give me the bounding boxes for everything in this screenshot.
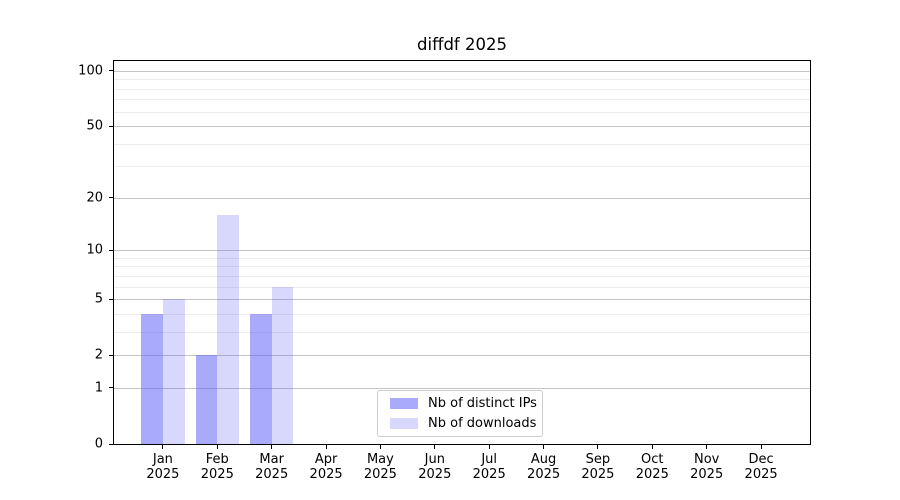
y-tick-label: 100 [78, 63, 103, 79]
x-tick-mark [434, 445, 436, 449]
gridline-major [114, 70, 810, 72]
gridline-minor [114, 331, 810, 333]
y-tick-mark [109, 249, 113, 251]
x-tick-mark [271, 445, 273, 449]
x-tick-label: Sep 2025 [581, 452, 614, 482]
y-tick-label: 5 [94, 291, 103, 307]
gridline-minor [114, 79, 810, 81]
x-tick-label: Apr 2025 [310, 452, 343, 482]
x-tick-mark [597, 445, 599, 449]
x-tick-mark [325, 445, 327, 449]
x-tick-year: 2025 [146, 467, 180, 482]
x-tick-month: Feb [205, 452, 229, 467]
x-tick-mark [651, 445, 653, 449]
x-tick-year: 2025 [363, 467, 397, 482]
y-tick-mark [109, 298, 113, 300]
gridline-minor [114, 266, 810, 268]
x-tick-mark [162, 445, 164, 449]
bar-nb-of-downloads-mar [271, 286, 294, 444]
x-tick-month: Aug [530, 452, 557, 467]
x-tick-mark [706, 445, 708, 449]
x-tick-label: Mar 2025 [255, 452, 288, 482]
gridline-major [114, 250, 810, 252]
x-tick-label: Aug 2025 [527, 452, 560, 482]
legend-swatch-distinct-ips [390, 398, 418, 409]
x-tick-year: 2025 [418, 467, 452, 482]
x-tick-label: Jul 2025 [473, 452, 506, 482]
gridline-minor [114, 88, 810, 90]
gridline-major [114, 126, 810, 127]
chart-title: diffdf 2025 [417, 35, 507, 54]
x-tick-year: 2025 [581, 467, 615, 482]
x-tick-year: 2025 [744, 467, 778, 482]
y-tick-label: 10 [86, 242, 103, 258]
gridline-minor [114, 143, 810, 145]
gridline-minor [114, 166, 810, 168]
y-tick-label: 50 [86, 118, 103, 134]
y-tick-label: 1 [94, 380, 103, 396]
y-tick-mark [109, 443, 113, 445]
y-tick-mark [109, 125, 113, 127]
y-tick-mark [109, 387, 113, 389]
x-tick-label: May 2025 [364, 452, 397, 482]
bar-nb-of-distinct-ips-mar [249, 313, 272, 444]
y-tick-label: 2 [94, 347, 103, 363]
x-tick-year: 2025 [472, 467, 506, 482]
x-tick-year: 2025 [690, 467, 724, 482]
x-tick-month: Nov [694, 452, 720, 467]
x-tick-year: 2025 [527, 467, 561, 482]
x-tick-mark [543, 445, 545, 449]
x-tick-month: Jun [424, 452, 445, 467]
x-tick-month: Jan [152, 452, 173, 467]
x-tick-label: Jun 2025 [418, 452, 451, 482]
bar-nb-of-distinct-ips-feb [195, 355, 218, 444]
y-tick-label: 0 [94, 436, 103, 452]
gridline-minor [114, 313, 810, 315]
x-tick-label: Oct 2025 [636, 452, 669, 482]
x-tick-label: Dec 2025 [745, 452, 778, 482]
x-tick-month: Apr [314, 452, 338, 467]
y-tick-label: 20 [86, 190, 103, 206]
gridline-minor [114, 257, 810, 259]
bar-nb-of-downloads-jan [162, 299, 185, 444]
x-tick-label: Feb 2025 [201, 452, 234, 482]
legend-label-distinct-ips: Nb of distinct IPs [428, 396, 537, 411]
gridline-major [114, 197, 810, 199]
bar-nb-of-distinct-ips-jan [141, 313, 163, 444]
plot-area: 0 1 2 5 10 20 50 100 Jan 2025 Feb 2025 Mar 2025 Apr 20… [78, 60, 811, 482]
x-tick-month: May [366, 452, 394, 467]
x-tick-year: 2025 [200, 467, 234, 482]
x-tick-month: Jul [481, 452, 498, 467]
x-tick-year: 2025 [635, 467, 669, 482]
x-tick-mark [216, 445, 218, 449]
x-tick-month: Sep [585, 452, 611, 467]
y-tick-mark [109, 354, 113, 356]
legend-swatch-downloads [390, 418, 418, 429]
x-tick-mark [760, 445, 762, 449]
legend-item: Nb of downloads [384, 416, 536, 431]
x-tick-mark [488, 445, 490, 449]
x-tick-month: Dec [748, 452, 774, 467]
legend-item: Nb of distinct IPs [384, 396, 537, 411]
gridline-major [114, 387, 810, 389]
x-tick-month: Oct [641, 452, 664, 467]
x-tick-month: Mar [259, 452, 284, 467]
gridline-minor [114, 99, 810, 101]
x-tick-year: 2025 [309, 467, 343, 482]
gridline-minor [114, 275, 810, 277]
gridline-minor [114, 286, 810, 288]
x-tick-label: Nov 2025 [690, 452, 723, 482]
legend: Nb of distinct IPs Nb of downloads [377, 390, 543, 437]
gridline-major [114, 299, 810, 301]
x-tick-label: Jan 2025 [146, 452, 179, 482]
x-tick-mark [379, 445, 381, 449]
gridline-major [114, 355, 810, 357]
y-tick-mark [109, 197, 113, 199]
legend-label-downloads: Nb of downloads [428, 416, 537, 431]
gridline-minor [114, 111, 810, 113]
bar-nb-of-downloads-feb [217, 214, 240, 444]
y-tick-mark [109, 70, 113, 72]
x-tick-year: 2025 [255, 467, 289, 482]
